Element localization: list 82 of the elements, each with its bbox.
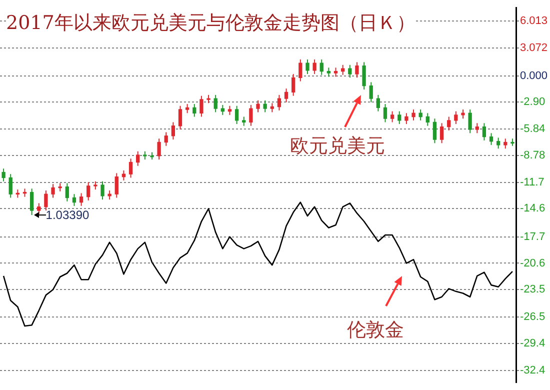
- candlestick: [475, 122, 479, 134]
- candlestick: [496, 137, 500, 150]
- series-label: 伦敦金: [347, 318, 404, 343]
- y-tick-label: -8.78: [520, 150, 546, 162]
- candlestick: [2, 168, 6, 182]
- annotation: 1.03390: [46, 208, 90, 222]
- candlestick: [355, 62, 359, 78]
- candlestick: [185, 104, 190, 114]
- candlestick: [348, 64, 352, 78]
- candlestick: [362, 62, 366, 90]
- candlestick: [284, 88, 288, 103]
- candlestick: [256, 100, 260, 113]
- candlestick: [79, 192, 84, 206]
- candlestick: [249, 104, 253, 126]
- candlestick: [136, 150, 140, 166]
- candlestick: [298, 58, 302, 82]
- candlestick: [157, 138, 161, 160]
- candlestick: [454, 110, 458, 125]
- candlestick: [340, 64, 345, 76]
- y-tick-label: 0.000: [520, 70, 548, 82]
- candlestick: [489, 132, 494, 146]
- candlestick: [171, 122, 176, 140]
- candlestick: [200, 95, 204, 118]
- candlestick: [277, 94, 282, 111]
- candlestick: [234, 105, 239, 125]
- y-tick-label: -23.5: [520, 284, 546, 296]
- candlestick: [178, 105, 182, 130]
- y-tick-label: -29.4: [520, 337, 546, 350]
- y-tick-label: -2.90: [520, 96, 546, 108]
- y-tick-label: 3.072: [520, 42, 548, 54]
- y-tick-label: -14.6: [520, 202, 546, 215]
- y-tick-label: -11.7: [520, 176, 544, 188]
- candlestick: [468, 108, 472, 134]
- chart-title: 2017年以来欧元兑美元与伦敦金走势图（日Ｋ）: [6, 10, 416, 36]
- candlestick: [128, 158, 133, 178]
- candlestick: [306, 58, 310, 75]
- candlestick: [114, 172, 118, 198]
- candlestick: [334, 67, 338, 78]
- candlestick: [432, 118, 437, 144]
- candlestick: [320, 58, 324, 76]
- candlestick: [164, 132, 168, 146]
- candlestick: [504, 138, 508, 150]
- candlestick: [292, 74, 296, 96]
- candlestick: [398, 110, 402, 125]
- candlestick: [228, 105, 232, 116]
- candlestick: [383, 104, 388, 123]
- candlestick: [220, 104, 224, 116]
- candlestick: [44, 190, 48, 211]
- y-tick-label: -20.6: [520, 257, 546, 270]
- candlestick: [37, 202, 41, 215]
- candlestick: [270, 102, 274, 113]
- candlestick: [30, 188, 34, 216]
- y-tick-label: -17.7: [520, 230, 546, 243]
- candlestick: [51, 184, 55, 198]
- candlestick: [192, 104, 196, 118]
- candlestick: [390, 110, 394, 123]
- series-label: 欧元兑美元: [290, 134, 385, 159]
- candlestick: [412, 108, 416, 121]
- candlestick: [263, 100, 267, 113]
- candlestick: [369, 82, 373, 103]
- candlestick: [8, 174, 12, 198]
- candlestick: [86, 182, 90, 201]
- y-tick-label: 6.013: [520, 15, 548, 28]
- candlestick: [100, 180, 104, 200]
- candlestick: [440, 122, 444, 144]
- candlestick: [312, 58, 316, 75]
- candlestick: [447, 116, 451, 131]
- y-tick-label: -5.84: [520, 122, 546, 135]
- y-tick-label: -32.4: [520, 364, 546, 377]
- candlestick: [72, 194, 76, 206]
- candlestick: [461, 108, 465, 120]
- candlestick: [65, 182, 69, 202]
- candlestick: [122, 170, 126, 181]
- y-tick-label: -26.5: [520, 310, 546, 323]
- candlestick: [426, 112, 430, 126]
- candlestick: [214, 94, 218, 113]
- candlestick: [242, 116, 246, 126]
- candlestick: [418, 108, 422, 121]
- candlestick: [482, 122, 486, 141]
- candlestick: [326, 67, 331, 78]
- candlestick: [376, 94, 380, 112]
- candlestick: [404, 112, 408, 125]
